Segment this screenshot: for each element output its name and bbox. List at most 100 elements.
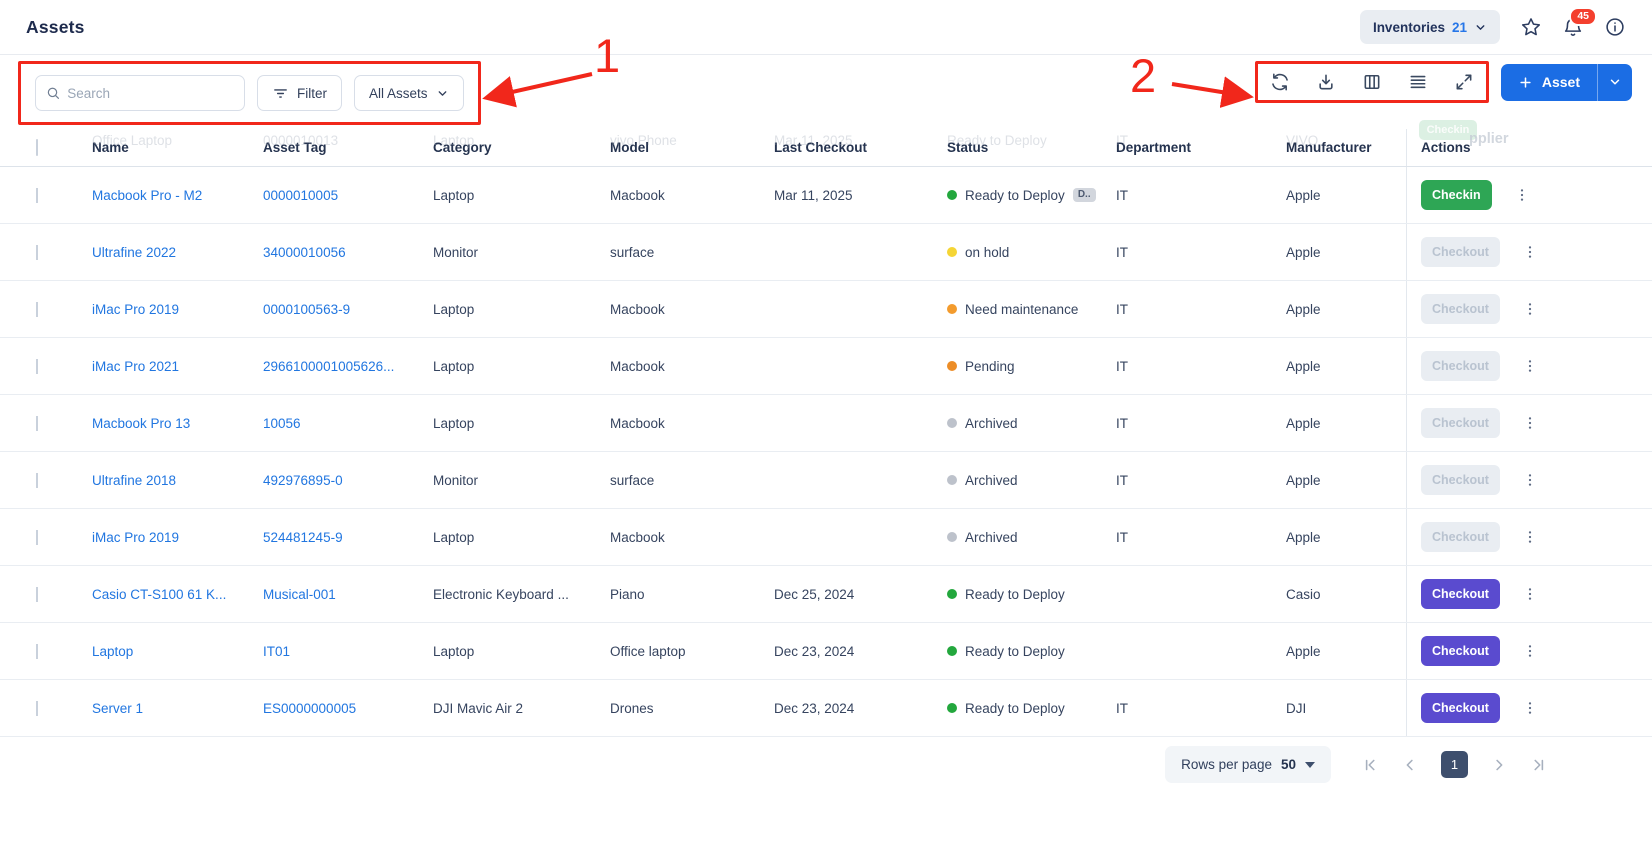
column-header-department[interactable]: IT Department: [1116, 133, 1192, 155]
model-cell: Macbook: [610, 358, 665, 374]
search-input[interactable]: [67, 85, 234, 101]
row-checkbox[interactable]: [36, 529, 38, 545]
status-extra-badge: D..: [1072, 188, 1096, 202]
row-action-button[interactable]: Checkin: [1421, 180, 1492, 210]
status-label: Ready to Deploy: [965, 586, 1065, 602]
category-cell: Laptop: [433, 529, 475, 545]
notifications-bell-icon[interactable]: 45: [1562, 7, 1597, 38]
category-cell: DJI Mavic Air 2: [433, 700, 524, 716]
kebab-menu-icon[interactable]: [1522, 301, 1538, 317]
last-page-button[interactable]: [1530, 756, 1548, 774]
column-header-actions: Checkin pplier Actions: [1406, 120, 1628, 166]
column-header-name[interactable]: Office Laptop Name: [92, 133, 173, 155]
asset-name-link[interactable]: Macbook Pro 13: [92, 415, 191, 431]
next-page-button[interactable]: [1490, 756, 1508, 774]
favorite-star-icon[interactable]: [1520, 16, 1542, 38]
row-action-button[interactable]: Checkout: [1421, 693, 1500, 723]
row-checkbox[interactable]: [36, 301, 38, 317]
asset-tag-link[interactable]: 0000100563-9: [263, 301, 351, 317]
asset-name-link[interactable]: Macbook Pro - M2: [92, 187, 203, 203]
inventories-count: 21: [1451, 19, 1467, 35]
row-checkbox[interactable]: [36, 244, 38, 260]
table-row: iMac Pro 2021 2966100001005626... Laptop…: [0, 338, 1652, 395]
table-row: Macbook Pro - M2 0000010005 Laptop Macbo…: [0, 167, 1652, 224]
kebab-menu-icon[interactable]: [1522, 472, 1538, 488]
column-header-asset-tag[interactable]: 0000010013 Asset Tag: [263, 133, 339, 155]
annotation-box-2: [1254, 61, 1489, 103]
asset-tag-link[interactable]: 524481245-9: [263, 529, 343, 545]
asset-name-link[interactable]: Ultrafine 2022: [92, 244, 177, 260]
asset-name-link[interactable]: Casio CT-S100 61 K...: [92, 586, 227, 602]
table-row: Ultrafine 2022 34000010056 Monitor surfa…: [0, 224, 1652, 281]
asset-tag-link[interactable]: ES0000000005: [263, 700, 357, 716]
add-asset-more-button[interactable]: [1597, 63, 1632, 101]
actions-cell: Checkout: [1406, 338, 1628, 394]
status-label: Archived: [965, 472, 1018, 488]
asset-name-link[interactable]: iMac Pro 2019: [92, 529, 180, 545]
table-row: Macbook Pro 13 10056 Laptop Macbook Arch…: [0, 395, 1652, 452]
pagination-bar: Rows per page 50 1: [0, 737, 1652, 783]
kebab-menu-icon[interactable]: [1514, 187, 1530, 203]
kebab-menu-icon[interactable]: [1522, 358, 1538, 374]
asset-name-link[interactable]: iMac Pro 2019: [92, 301, 180, 317]
kebab-menu-icon[interactable]: [1522, 529, 1538, 545]
row-checkbox[interactable]: [36, 187, 38, 203]
kebab-menu-icon[interactable]: [1522, 415, 1538, 431]
refresh-icon[interactable]: [1270, 72, 1290, 92]
info-icon[interactable]: [1604, 16, 1626, 38]
kebab-menu-icon[interactable]: [1522, 244, 1538, 260]
row-checkbox[interactable]: [36, 643, 38, 659]
previous-page-button[interactable]: [1401, 756, 1419, 774]
assets-table: Office Laptop Name 0000010013 Asset Tag …: [0, 120, 1652, 737]
current-page-indicator[interactable]: 1: [1441, 751, 1468, 778]
plus-icon: [1520, 76, 1531, 88]
columns-icon[interactable]: [1362, 72, 1382, 92]
table-body: Macbook Pro - M2 0000010005 Laptop Macbo…: [0, 167, 1652, 737]
asset-name-link[interactable]: Server 1: [92, 700, 144, 716]
row-checkbox[interactable]: [36, 415, 38, 431]
kebab-menu-icon[interactable]: [1522, 700, 1538, 716]
export-icon[interactable]: [1316, 72, 1336, 92]
model-cell: surface: [610, 244, 655, 260]
asset-tag-link[interactable]: 0000010005: [263, 187, 339, 203]
first-page-button[interactable]: [1361, 756, 1379, 774]
row-checkbox[interactable]: [36, 586, 38, 602]
asset-name-link[interactable]: iMac Pro 2021: [92, 358, 180, 374]
asset-tag-link[interactable]: 10056: [263, 415, 301, 431]
status-dot: [947, 475, 957, 485]
category-cell: Monitor: [433, 472, 479, 488]
row-checkbox[interactable]: [36, 472, 38, 488]
kebab-menu-icon[interactable]: [1522, 586, 1538, 602]
asset-scope-dropdown[interactable]: All Assets: [354, 75, 464, 111]
asset-tag-link[interactable]: 492976895-0: [263, 472, 343, 488]
asset-name-link[interactable]: Ultrafine 2018: [92, 472, 177, 488]
model-cell: Macbook: [610, 529, 665, 545]
row-density-icon[interactable]: [1408, 72, 1428, 92]
inventories-dropdown[interactable]: Inventories 21: [1359, 10, 1500, 44]
asset-tag-link[interactable]: 34000010056: [263, 244, 346, 260]
filter-button[interactable]: Filter: [257, 75, 342, 111]
add-asset-button[interactable]: Asset: [1500, 63, 1597, 101]
fullscreen-icon[interactable]: [1454, 72, 1474, 92]
manufacturer-cell: Apple: [1286, 643, 1321, 659]
asset-tag-link[interactable]: 2966100001005626...: [263, 358, 395, 374]
actions-cell: Checkout: [1406, 680, 1628, 736]
row-action-button[interactable]: Checkout: [1421, 579, 1500, 609]
manufacturer-cell: Apple: [1286, 244, 1321, 260]
row-checkbox[interactable]: [36, 358, 38, 374]
inventories-label: Inventories: [1372, 19, 1445, 35]
column-header-status[interactable]: Ready to Deploy Status: [947, 133, 1047, 155]
row-checkbox[interactable]: [36, 700, 38, 716]
column-header-manufacturer[interactable]: VIVO Manufacturer: [1286, 133, 1372, 155]
rows-per-page-dropdown[interactable]: Rows per page 50: [1165, 746, 1331, 783]
column-header-category[interactable]: Laptop Category: [433, 133, 492, 155]
asset-name-link[interactable]: Laptop: [92, 643, 134, 659]
row-action-button[interactable]: Checkout: [1421, 636, 1500, 666]
select-all-checkbox[interactable]: [36, 139, 38, 156]
column-header-last-checkout[interactable]: Mar 11, 2025 Last Checkout: [774, 133, 868, 155]
asset-tag-link[interactable]: IT01: [263, 643, 291, 659]
kebab-menu-icon[interactable]: [1522, 643, 1538, 659]
manufacturer-cell: Casio: [1286, 586, 1321, 602]
column-header-model[interactable]: vivo Phone Model: [610, 133, 677, 155]
asset-tag-link[interactable]: Musical-001: [263, 586, 336, 602]
